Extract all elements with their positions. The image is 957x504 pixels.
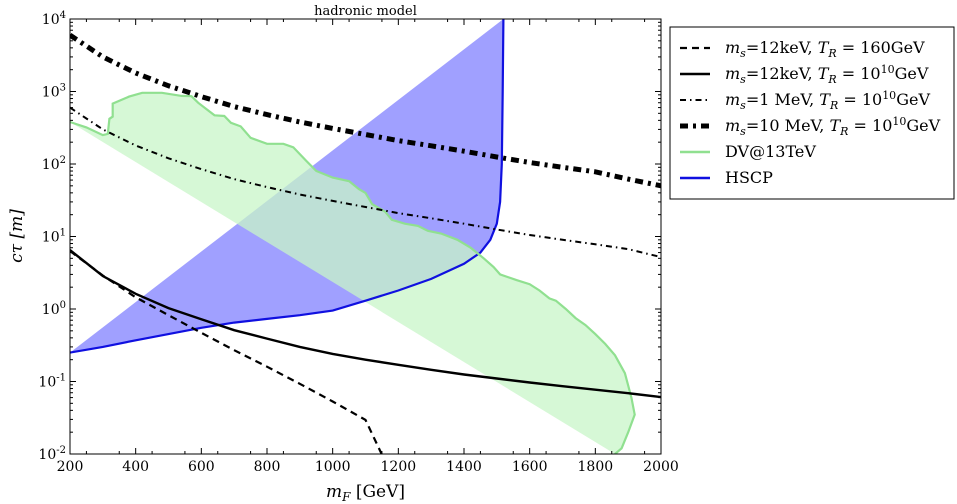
x-tick-label: 400 [122,459,149,475]
y-tick-label: 10-2 [38,445,66,463]
y-tick-label: 100 [42,300,66,318]
region-fill-2 [70,92,635,454]
x-tick-labels: 200 400 600 800 1000 1200 1400 1600 1800 2000 [57,459,679,475]
y-axis-label: cτ [m] [7,209,27,263]
y-tick-label: 10-1 [38,373,66,391]
plot-area [70,19,661,454]
x-tick-label: 1200 [381,459,417,475]
x-tick-label: 1600 [512,459,548,475]
region-boundary-1 [70,19,505,354]
y-tick-labels: 10-2 10-1 100 101 102 103 104 [38,10,66,463]
region-boundary-2 [70,91,636,454]
series-line-1 [70,250,383,454]
y-tick-label: 101 [42,228,66,246]
series-line-3 [70,106,661,259]
series-line-2 [70,249,661,399]
legend-label-4: ms=10 MeV, TR = 1010GeV [725,115,941,138]
legend-label-2: ms=12keV, TR = 1010GeV [725,63,929,86]
x-tick-label: 200 [57,459,84,475]
y-tick-label: 102 [42,155,66,173]
x-axis-label: mF [GeV] [326,482,405,504]
axis-ticks [69,18,662,455]
x-tick-label: 800 [254,459,281,475]
x-tick-label: 1400 [446,459,482,475]
legend: ms=12keV, TR = 160GeV ms=12keV, TR = 1010… [669,26,955,200]
legend-frame [669,26,955,200]
series-line-4 [70,33,661,189]
legend-label-3: ms=1 MeV, TR = 1010GeV [725,89,930,112]
legend-label-1: ms=12keV, TR = 160GeV [725,38,925,60]
x-tick-label: 2000 [643,459,679,475]
legend-label-6: HSCP [725,168,773,187]
x-tick-label: 600 [188,459,215,475]
y-tick-label: 103 [42,83,66,101]
y-tick-label: 104 [42,10,66,28]
x-tick-label: 1000 [315,459,351,475]
chart-title: hadronic model [314,4,417,19]
legend-label-5: DV@13TeV [725,142,816,161]
x-tick-label: 1800 [578,459,614,475]
